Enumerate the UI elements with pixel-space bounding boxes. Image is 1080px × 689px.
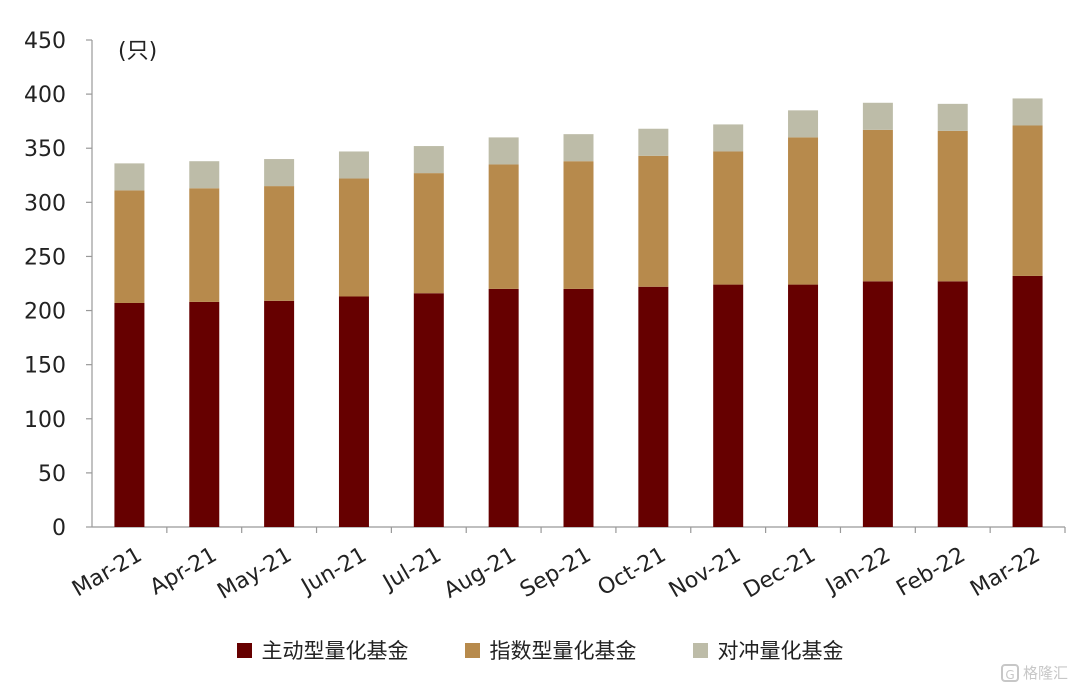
y-tick-label: 450 [24,29,66,54]
bar-segment-index-Jun-21 [338,178,369,297]
bar-segment-index-Aug-21 [488,164,519,289]
legend: 主动型量化基金 指数型量化基金 对冲量化基金 [0,632,1080,668]
bar-segment-hedge-May-21 [264,159,295,187]
bar-segment-hedge-Nov-21 [713,124,744,152]
x-tick-label-Jun-21: Jun-21 [296,543,371,601]
legend-label-active: 主动型量化基金 [261,639,409,663]
x-tick-label-Jul-21: Jul-21 [377,543,445,597]
y-tick-label: 200 [24,300,66,325]
legend-item-active: 主动型量化基金 [236,635,409,665]
bar-segment-index-May-21 [264,186,295,301]
bar-segment-active-Sep-21 [563,288,594,527]
x-tick-label-May-21: May-21 [213,543,296,605]
bar-segment-active-May-21 [264,300,295,527]
bar-segment-hedge-Mar-21 [114,163,145,191]
x-tick-label-Mar-21: Mar-21 [68,543,146,603]
bar-segment-hedge-Jan-22 [862,102,893,130]
bar-segment-hedge-Jun-21 [338,151,369,179]
x-tick-label-Oct-21: Oct-21 [594,543,671,602]
x-tick-label-Feb-22: Feb-22 [892,543,969,602]
y-tick-label: 400 [24,83,66,108]
y-tick-label: 100 [24,408,66,433]
legend-swatch-hedge [692,642,708,658]
y-tick-label: 150 [24,354,66,379]
legend-label-index: 指数型量化基金 [489,639,637,663]
bar-segment-active-Dec-21 [788,284,819,527]
x-tick-label-Nov-21: Nov-21 [665,543,745,604]
x-tick-label-Sep-21: Sep-21 [516,543,596,603]
bar-segment-active-Feb-22 [937,281,968,527]
bar-segment-index-Mar-22 [1012,125,1043,276]
x-tick-label-Mar-22: Mar-22 [966,543,1044,603]
legend-swatch-active [236,642,252,658]
bar-segment-index-Apr-21 [189,188,220,302]
bar-segment-hedge-Oct-21 [638,128,669,156]
bar-segment-active-Apr-21 [189,301,220,527]
x-tick-label-Aug-21: Aug-21 [440,543,521,604]
bar-segment-index-Nov-21 [713,151,744,285]
bar-segment-hedge-Feb-22 [937,103,968,131]
bar-segment-active-Nov-21 [713,284,744,527]
bar-segment-index-Dec-21 [788,137,819,285]
bar-segment-active-Jan-22 [862,281,893,527]
bar-segment-active-Mar-22 [1012,275,1043,527]
bar-segment-hedge-Dec-21 [788,110,819,138]
legend-swatch-index [464,642,480,658]
y-tick-label: 300 [24,191,66,216]
bar-segment-active-Mar-21 [114,302,145,527]
stacked-bar-chart: (只) 0 50 100 150 200 250 300 350 400 450 Mar-21 Ap… [24,29,1066,605]
x-tick-label-Jan-22: Jan-22 [820,543,895,601]
bar-segment-index-Mar-21 [114,190,145,303]
y-tick-label: 0 [52,516,66,541]
watermark-text: 格隆汇 [1022,664,1068,682]
bar-segment-index-Sep-21 [563,161,594,289]
y-tick-label: 50 [38,462,66,487]
bar-segment-active-Aug-21 [488,288,519,527]
bar-segment-hedge-Jul-21 [413,146,444,174]
bar-segment-index-Oct-21 [638,155,669,287]
bar-segment-index-Jul-21 [413,173,444,294]
bar-segment-hedge-Apr-21 [189,161,220,189]
bar-segment-hedge-Sep-21 [563,134,594,162]
watermark-logo: G 格隆汇 [1000,662,1068,683]
bar-segment-hedge-Mar-22 [1012,98,1043,126]
x-tick-label-Dec-21: Dec-21 [740,543,820,604]
logo-icon: G [1000,663,1019,682]
bar-segment-hedge-Aug-21 [488,137,519,165]
x-tick-label-Apr-21: Apr-21 [146,543,221,601]
bar-segment-active-Jul-21 [413,293,444,527]
legend-item-index: 指数型量化基金 [464,635,637,665]
legend-label-hedge: 对冲量化基金 [717,639,844,663]
bar-segment-index-Jan-22 [862,129,893,282]
bar-segment-active-Jun-21 [338,296,369,527]
legend-item-hedge: 对冲量化基金 [692,635,844,665]
bar-segment-active-Oct-21 [638,286,669,527]
bar-segment-index-Feb-22 [937,130,968,282]
y-tick-label: 250 [24,245,66,270]
y-tick-label: 350 [24,137,66,162]
y-axis-unit: (只) [118,39,157,64]
